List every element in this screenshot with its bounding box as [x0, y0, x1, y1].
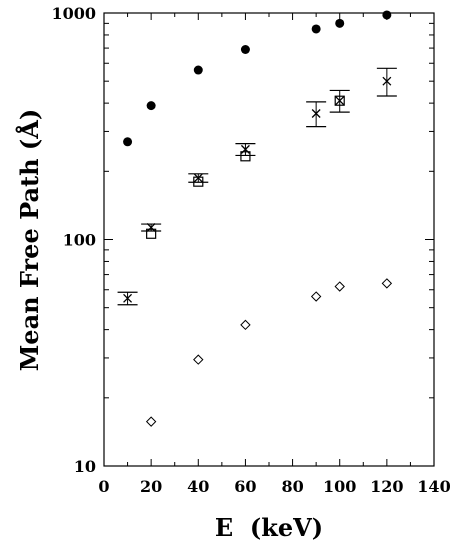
circle-point — [123, 137, 133, 147]
tick-labels: 0 20 40 60 80 100 120 140 10 100 1000 — [51, 4, 450, 496]
cross-point — [146, 223, 156, 232]
circle-point — [146, 101, 156, 111]
data-marks — [117, 10, 397, 427]
diamond-point — [334, 281, 345, 292]
circle-point — [193, 65, 203, 75]
x-tick-label: 60 — [234, 477, 256, 496]
diamond-point — [145, 416, 157, 427]
circle-point — [335, 18, 345, 28]
square-point — [193, 176, 204, 187]
cross-point — [123, 293, 133, 303]
x-tick-label: 140 — [417, 477, 450, 496]
square-point — [240, 151, 251, 162]
y-tick-label: 10 — [74, 457, 96, 476]
circle-point — [382, 10, 392, 20]
axis-ticks — [103, 13, 435, 467]
y-axis-title: Mean Free Path (Å) — [15, 109, 44, 372]
y-tick-label: 100 — [63, 231, 96, 250]
square-point — [334, 95, 345, 106]
cross-point — [335, 96, 345, 106]
cross-point — [311, 109, 321, 118]
x-tick-label: 0 — [98, 477, 109, 496]
cross-point — [382, 76, 392, 86]
x-axis-title: E (keV) — [215, 513, 323, 542]
plot-frame — [103, 12, 435, 467]
diamond-point — [310, 291, 322, 302]
y-tick-label: 1000 — [51, 4, 96, 23]
diamond-point — [381, 278, 393, 289]
square-point — [146, 228, 157, 239]
circle-point — [311, 24, 321, 34]
x-tick-label: 120 — [370, 477, 403, 496]
x-tick-label: 20 — [140, 477, 162, 496]
x-tick-label: 40 — [187, 477, 209, 496]
x-tick-label: 100 — [323, 477, 356, 496]
diamond-point — [240, 319, 251, 331]
cross-point — [193, 173, 203, 183]
diamond-point — [193, 354, 204, 365]
circle-point — [240, 45, 250, 55]
x-tick-label: 80 — [281, 477, 303, 496]
